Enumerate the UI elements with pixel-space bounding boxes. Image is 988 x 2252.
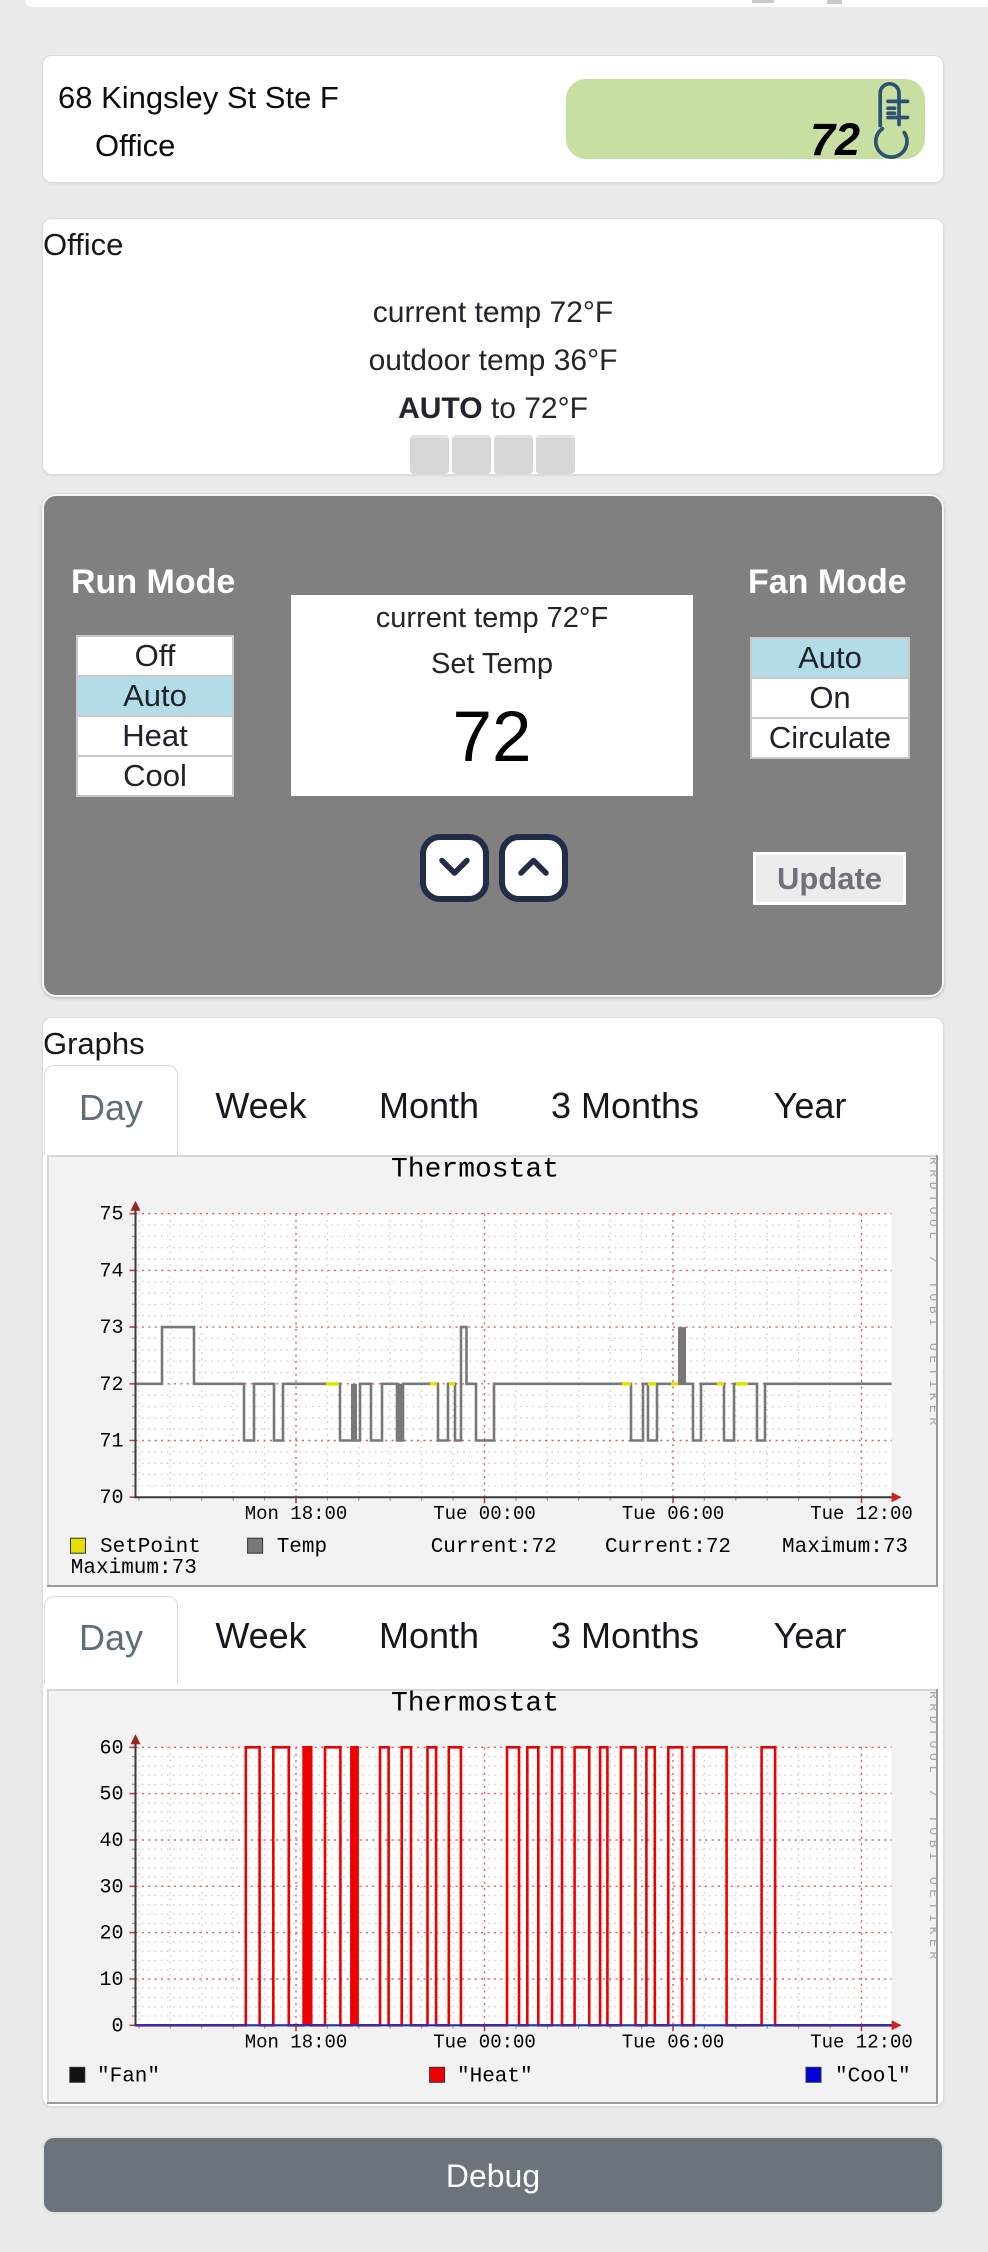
svg-text:Thermostat: Thermostat <box>391 1689 559 1720</box>
svg-text:73: 73 <box>99 1317 123 1340</box>
svg-text:40: 40 <box>99 1830 123 1853</box>
svg-text:20: 20 <box>99 1923 123 1946</box>
svg-text:71: 71 <box>99 1431 123 1454</box>
svg-text:75: 75 <box>99 1204 123 1227</box>
svg-text:50: 50 <box>99 1784 123 1807</box>
svg-text:Mon 18:00: Mon 18:00 <box>245 2031 348 2053</box>
svg-text:"Fan": "Fan" <box>97 2065 160 2088</box>
svg-text:30: 30 <box>99 1876 123 1899</box>
svg-text:"Cool": "Cool" <box>835 2065 911 2088</box>
svg-text:Tue 00:00: Tue 00:00 <box>433 1503 536 1525</box>
svg-text:Current:72: Current:72 <box>431 1536 557 1559</box>
svg-text:Tue 12:00: Tue 12:00 <box>810 1503 913 1525</box>
svg-text:Tue 00:00: Tue 00:00 <box>433 2031 536 2053</box>
svg-text:10: 10 <box>99 1969 123 1992</box>
svg-text:Tue 06:00: Tue 06:00 <box>622 2031 725 2053</box>
svg-text:70: 70 <box>99 1487 123 1510</box>
svg-text:Current:72: Current:72 <box>605 1536 731 1559</box>
svg-text:RRDTOOL / TOBI OETIKER: RRDTOOL / TOBI OETIKER <box>926 1691 938 1964</box>
svg-text:0: 0 <box>111 2015 123 2038</box>
svg-text:72: 72 <box>99 1374 123 1397</box>
svg-text:RRDTOOL / TOBI OETIKER: RRDTOOL / TOBI OETIKER <box>926 1157 938 1430</box>
svg-text:SetPoint: SetPoint <box>100 1536 201 1559</box>
svg-text:"Heat": "Heat" <box>457 2065 533 2088</box>
svg-text:74: 74 <box>99 1260 123 1283</box>
svg-text:Thermostat: Thermostat <box>391 1155 559 1186</box>
svg-text:Maximum:73: Maximum:73 <box>782 1536 908 1559</box>
svg-text:Tue 06:00: Tue 06:00 <box>622 1503 725 1525</box>
svg-text:Tue 12:00: Tue 12:00 <box>810 2031 913 2053</box>
svg-text:Mon 18:00: Mon 18:00 <box>245 1503 348 1525</box>
svg-text:60: 60 <box>99 1737 123 1760</box>
svg-text:Temp: Temp <box>277 1536 327 1559</box>
svg-text:Maximum:73: Maximum:73 <box>71 1557 197 1580</box>
